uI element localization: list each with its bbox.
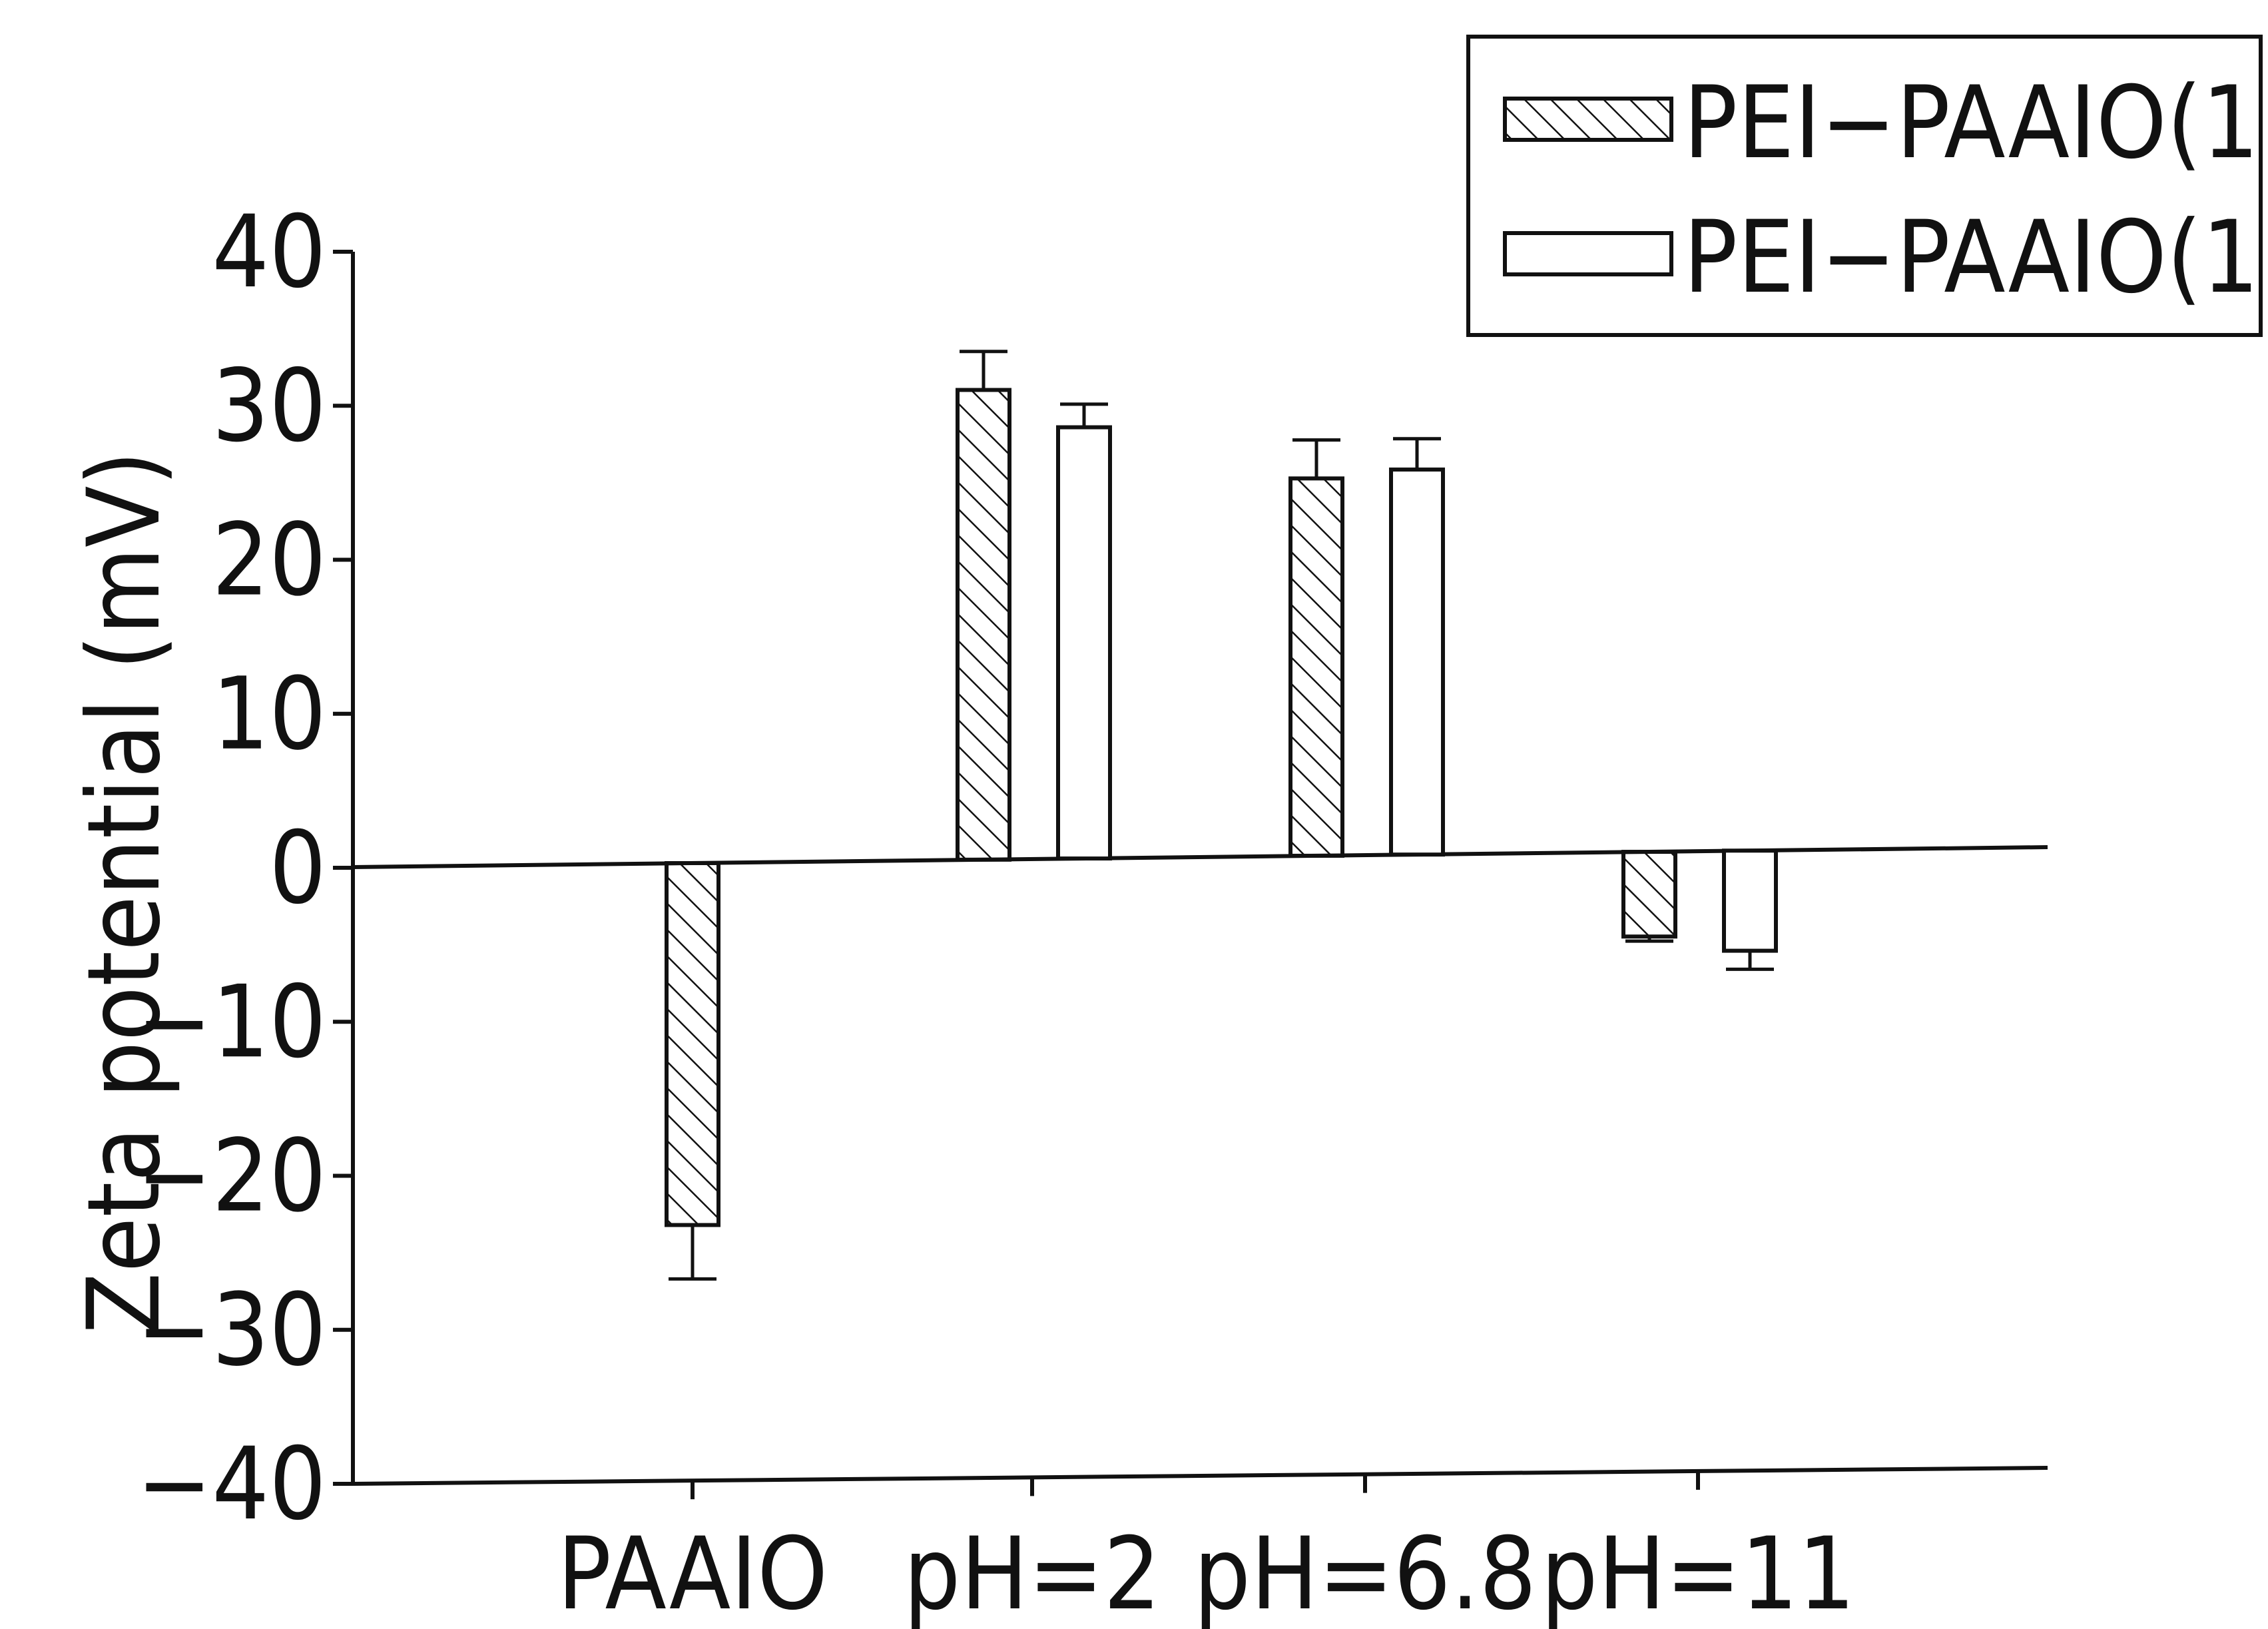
zero-line (353, 847, 2048, 867)
x-axis-line (353, 1468, 2048, 1484)
x-ticks: PAAIO pH=2 pH=6.8pH=11 (557, 1471, 1855, 1629)
y-tick-label: 10 (212, 657, 326, 773)
y-tick-label: 0 (269, 811, 326, 926)
x-tick-label: PAAIO (557, 1516, 828, 1629)
bar-pei-paaio-1-2 (1724, 850, 1776, 950)
legend-swatch-hatched (1505, 99, 1671, 140)
bar-pei-paaio-1-2 (1058, 428, 1110, 858)
legend-label-1-2: PEI−PAAIO(1:2) (1683, 200, 2268, 316)
x-tick-label: pH=2 (904, 1516, 1161, 1629)
x-tick-label: pH=6.8 (1194, 1516, 1537, 1629)
x-tick-label: pH=11 (1541, 1516, 1855, 1629)
legend: PEI−PAAIO(1:1) PEI−PAAIO(1:2) (1468, 37, 2268, 335)
y-tick-label: 20 (212, 503, 326, 619)
bar-pei-paaio-1-1 (958, 390, 1009, 860)
bars (667, 352, 1776, 1279)
bar-pei-paaio-1-1 (1623, 852, 1675, 936)
y-tick-label: 30 (212, 348, 326, 464)
legend-label-1-1: PEI−PAAIO(1:1) (1683, 65, 2268, 181)
bar-pei-paaio-1-2 (1391, 470, 1443, 854)
y-tick-label: −40 (137, 1427, 326, 1542)
y-tick-label: 40 (212, 194, 326, 310)
y-axis-title: Zeta potential (mV) (67, 451, 182, 1334)
bar-pei-paaio-1-1 (667, 863, 718, 1225)
legend-swatch-open (1505, 233, 1671, 274)
bar-pei-paaio-1-1 (1290, 478, 1342, 856)
